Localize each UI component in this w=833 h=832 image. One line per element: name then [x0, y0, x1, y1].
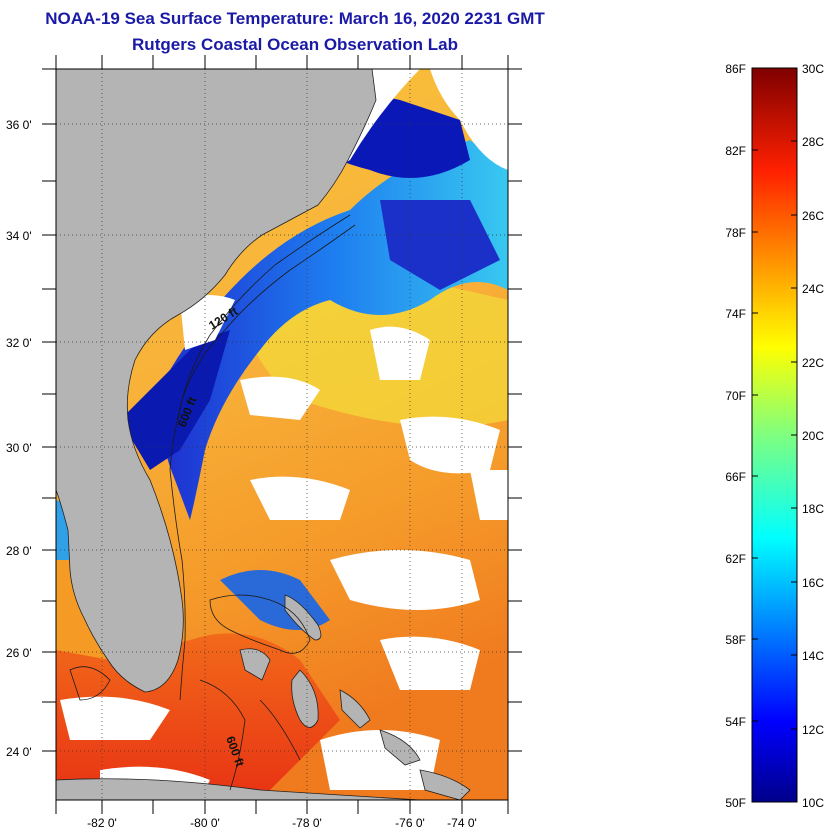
- lon-label-74: -74 0': [447, 816, 477, 830]
- lon-label-80: -80 0': [190, 816, 220, 830]
- land-bahamas: [239, 594, 471, 800]
- colorbar-fahrenheit-labels: 86F 82F 78F 74F 70F 66F 62F 58F 54F 50F: [725, 62, 746, 810]
- colorbar-label-24c: 24C: [802, 282, 824, 296]
- colorbar-label-16c: 16C: [802, 576, 824, 590]
- lat-label-34: 34 0': [6, 229, 32, 243]
- colorbar-label-54f: 54F: [725, 715, 746, 729]
- colorbar: [751, 67, 798, 803]
- colorbar-label-26c: 26C: [802, 209, 824, 223]
- colorbar-label-70f: 70F: [725, 389, 746, 403]
- lat-label-30: 30 0': [6, 441, 32, 455]
- lat-label-28: 28 0': [6, 544, 32, 558]
- lat-label-24: 24 0': [6, 745, 32, 759]
- colorbar-label-58f: 58F: [725, 633, 746, 647]
- colorbar-label-78f: 78F: [725, 226, 746, 240]
- land-southeast-us: [56, 69, 377, 693]
- lon-label-82: -82 0': [87, 816, 117, 830]
- colorbar-celsius-labels: 30C 28C 26C 24C 22C 20C 18C 16C 14C 12C …: [802, 62, 824, 810]
- colorbar-label-30c: 30C: [802, 62, 824, 76]
- colorbar-label-82f: 82F: [725, 144, 746, 158]
- colorbar-label-50f: 50F: [725, 796, 746, 810]
- colorbar-label-66f: 66F: [725, 470, 746, 484]
- land-cuba: [56, 778, 421, 800]
- lat-label-36: 36 0': [6, 118, 32, 132]
- map-subtitle: Rutgers Coastal Ocean Observation Lab: [132, 35, 458, 54]
- colorbar-label-20c: 20C: [802, 429, 824, 443]
- axis-ticks: [42, 55, 522, 814]
- colorbar-label-18c: 18C: [802, 502, 824, 516]
- colorbar-label-14c: 14C: [802, 649, 824, 663]
- colorbar-label-10c: 10C: [802, 796, 824, 810]
- map-title: NOAA-19 Sea Surface Temperature: March 1…: [45, 9, 545, 28]
- colorbar-label-74f: 74F: [725, 307, 746, 321]
- colorbar-label-62f: 62F: [725, 552, 746, 566]
- lon-label-78: -78 0': [292, 816, 322, 830]
- colorbar-label-12c: 12C: [802, 723, 824, 737]
- sst-map: 120 ft 600 ft 600 ft: [56, 69, 508, 800]
- colorbar-label-22c: 22C: [802, 356, 824, 370]
- lat-label-32: 32 0': [6, 336, 32, 350]
- colorbar-label-86f: 86F: [725, 62, 746, 76]
- colorbar-label-28c: 28C: [802, 135, 824, 149]
- graticule: [56, 69, 508, 800]
- lon-label-76: -76 0': [395, 816, 425, 830]
- colorbar-ticks: [752, 140, 797, 730]
- isobath-lines: [69, 214, 356, 791]
- lat-label-26: 26 0': [6, 646, 32, 660]
- map-frame: [55, 68, 509, 801]
